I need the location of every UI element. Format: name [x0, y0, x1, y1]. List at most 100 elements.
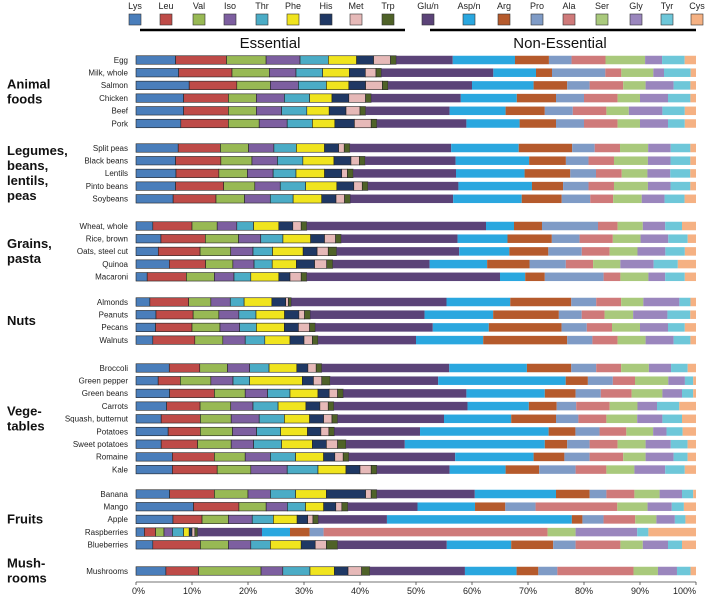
- bar-segment-egg-ala: [571, 55, 606, 65]
- bar-segment-split-peas-thr: [273, 143, 297, 153]
- bar-segment-rice-brown-cys: [687, 234, 696, 243]
- bar-segment-quinoa-glu-n: [332, 259, 430, 269]
- bar-segment-blueberries-arg: [511, 540, 554, 550]
- legend-label-leu: Leu: [158, 1, 173, 11]
- bar-segment-romaine-asp-n: [455, 452, 534, 462]
- bar-segment-beef-iso: [256, 106, 282, 116]
- bar-segment-wheat-whole-his: [278, 221, 294, 231]
- bar-segment-beef-tyr: [662, 106, 685, 116]
- bar-segment-carrots-lys: [135, 401, 167, 411]
- bar-segment-broccoli-thr: [249, 363, 270, 373]
- bar-segment-walnuts-glu-n: [318, 335, 416, 345]
- bar-segment-wheat-whole-glu-n: [306, 221, 486, 231]
- bar-segment-soybeans-arg: [521, 194, 562, 204]
- group-label-1-0: Legumes,: [7, 143, 68, 158]
- bar-segment-rice-brown-arg: [507, 234, 552, 243]
- legend-swatch-phe: [286, 13, 300, 26]
- bar-segment-oats-steel-cut-gly: [637, 247, 666, 256]
- bar-segment-apple-his: [296, 514, 308, 524]
- bar-segment-lentils-thr: [272, 168, 297, 178]
- bar-segment-wheat-whole-lys: [135, 221, 154, 231]
- bar-segment-carrots-val: [199, 401, 232, 411]
- bar-row-squash-butternut: Squash, butternut: [65, 414, 696, 424]
- legend-label-val: Val: [193, 1, 205, 11]
- bar-segment-apple-trp: [312, 514, 319, 524]
- bar-segment-walnuts-thr: [244, 335, 266, 345]
- bar-segment-soybeans-trp: [344, 194, 351, 204]
- bar-segment-raspberries-trp: [194, 527, 198, 537]
- bar-segment-raspberries-tyr: [637, 527, 649, 537]
- bar-segment-milk-whole-val: [231, 68, 270, 78]
- bar-segment-raspberries-leu: [144, 527, 156, 537]
- bar-segment-wheat-whole-trp: [300, 221, 308, 231]
- bar-segment-milk-whole-ala: [605, 68, 622, 77]
- bar-segment-kale-cys: [684, 465, 696, 474]
- bar-segment-oats-steel-cut-arg: [509, 247, 549, 256]
- bar-segment-egg-gly: [645, 55, 663, 65]
- bar-segment-split-peas-tyr: [670, 143, 691, 153]
- bar-segment-potatoes-his: [307, 426, 322, 437]
- bar-segment-green-pepper-phe: [249, 376, 303, 386]
- x-tick-label-9: 90%: [631, 586, 649, 595]
- legend-label-gly: Gly: [629, 1, 643, 11]
- bar-segment-romaine-thr: [270, 452, 296, 462]
- bar-segment-beef-leu: [183, 106, 229, 116]
- bar-segment-potatoes-met: [320, 426, 330, 437]
- bar-segment-milk-whole-arg: [536, 68, 552, 77]
- bar-segment-chicken-arg: [516, 93, 556, 103]
- bar-segment-banana-ser: [634, 489, 660, 499]
- bar-segment-mushrooms-lys: [135, 566, 167, 576]
- bar-segment-almonds-his: [271, 297, 287, 307]
- bar-segment-potatoes-iso: [232, 426, 257, 437]
- bar-segment-salmon-tyr: [673, 81, 691, 90]
- bar-segment-potatoes-val: [200, 426, 233, 437]
- bar-segment-beef-glu-n: [365, 106, 450, 116]
- bar-segment-almonds-pro: [571, 297, 597, 307]
- bar-segment-apple-glu-n: [318, 515, 387, 524]
- bar-segment-lentils-trp: [347, 168, 354, 178]
- bar-segment-green-pepper-gly: [668, 376, 685, 385]
- bar-row-apple: Apple: [108, 514, 696, 524]
- legend-swatch-his: [319, 13, 333, 26]
- legend-swatch-met: [349, 13, 363, 26]
- bar-segment-banana-lys: [135, 489, 170, 499]
- bar-segment-rice-brown-tyr: [668, 234, 688, 243]
- bar-segment-lentils-arg: [524, 169, 571, 178]
- bar-segment-pinto-beans-ala: [588, 181, 614, 191]
- bar-segment-macaroni-ser: [620, 272, 649, 282]
- food-label-pecans: Pecans: [101, 323, 128, 332]
- bar-segment-macaroni-glu-n: [306, 272, 500, 282]
- bar-segment-banana-phe: [295, 489, 327, 499]
- bar-segment-pecans-trp: [309, 322, 316, 332]
- bar-segment-quinoa-met: [314, 259, 328, 269]
- bar-segment-walnuts-ala: [592, 335, 618, 345]
- bar-segment-lentils-pro: [570, 169, 596, 178]
- bar-segment-milk-whole-ser: [621, 68, 654, 77]
- bar-segment-chicken-leu: [183, 93, 229, 103]
- bar-segment-peanuts-val: [192, 310, 220, 320]
- bar-segment-lentils-ala: [596, 169, 622, 178]
- food-label-carrots: Carrots: [102, 402, 128, 411]
- bar-segment-wheat-whole-cys: [682, 221, 696, 231]
- bar-segment-apple-gly: [656, 515, 675, 524]
- bar-segment-salmon-glu-n: [388, 81, 472, 90]
- legend-label-ser: Ser: [595, 1, 609, 11]
- bar-segment-pecans-his: [284, 322, 299, 332]
- bar-segment-carrots-cys: [679, 401, 696, 411]
- bar-segment-chicken-ala: [584, 93, 618, 103]
- bar-row-raspberries: Raspberries: [85, 527, 696, 537]
- bar-segment-chicken-phe: [309, 93, 333, 103]
- bar-segment-lentils-met: [341, 168, 348, 178]
- bar-segment-mango-cys: [683, 502, 696, 511]
- bar-segment-peanuts-his: [284, 310, 300, 320]
- bar-segment-broccoli-pro: [571, 363, 597, 373]
- non-essential-header: Non-Essential: [513, 35, 606, 52]
- bar-segment-almonds-leu: [149, 297, 189, 307]
- bar-segment-oats-steel-cut-trp: [327, 246, 337, 256]
- bar-segment-potatoes-tyr: [666, 427, 683, 436]
- bar-segment-carrots-met: [319, 401, 329, 411]
- bar-segment-split-peas-his: [324, 143, 339, 153]
- bar-segment-almonds-asp-n: [446, 297, 511, 307]
- bar-segment-macaroni-thr: [233, 272, 252, 282]
- bar-segment-mushrooms-cys: [690, 566, 696, 576]
